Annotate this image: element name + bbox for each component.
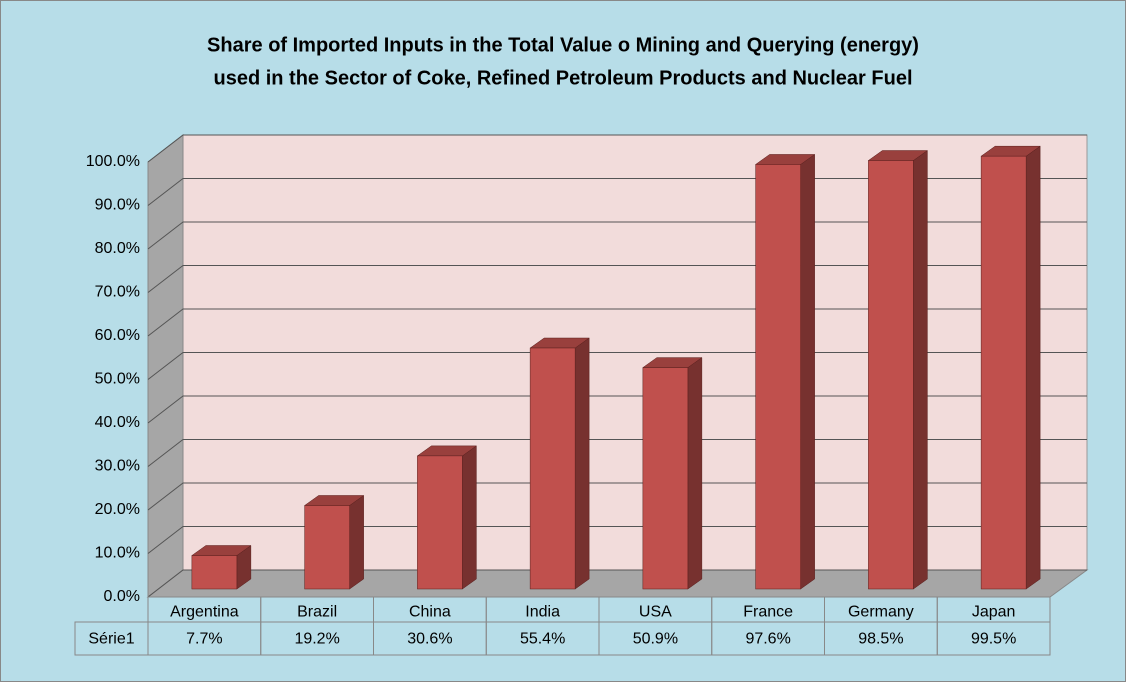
y-tick-label: 60.0%	[95, 327, 140, 344]
y-tick-label: 70.0%	[95, 284, 140, 301]
y-tick-label: 80.0%	[95, 240, 140, 257]
x-tick-label: Germany	[848, 604, 914, 621]
y-tick-label: 90.0%	[95, 197, 140, 214]
x-tick-label: China	[409, 604, 451, 621]
y-tick-label: 10.0%	[95, 545, 140, 562]
bar-side	[349, 494, 364, 590]
y-tick-label: 20.0%	[95, 501, 140, 518]
bar-side	[462, 445, 477, 590]
bar	[642, 367, 689, 590]
y-tick-label: 100.0%	[86, 153, 140, 170]
table-value: 55.4%	[520, 631, 565, 648]
table-cell	[936, 621, 1051, 656]
chart-title: used in the Sector of Coke, Refined Petr…	[213, 67, 912, 89]
y-tick-label: 50.0%	[95, 371, 140, 388]
y-tick-label: 0.0%	[104, 588, 140, 605]
bar-side	[800, 153, 815, 590]
x-tick-label: Japan	[972, 604, 1016, 621]
table-value: 97.6%	[745, 631, 790, 648]
bar	[417, 455, 463, 590]
floor	[146, 569, 1089, 598]
x-tick-label: USA	[639, 604, 672, 621]
bar-side	[574, 337, 590, 590]
x-tick-label: Brazil	[297, 604, 337, 621]
table-value: 19.2%	[294, 631, 339, 648]
bar	[868, 160, 914, 590]
bar	[191, 555, 238, 590]
x-tick-label: France	[743, 604, 793, 621]
table-value: 99.5%	[971, 631, 1016, 648]
table-value: 98.5%	[858, 631, 903, 648]
table-value: 50.9%	[633, 631, 678, 648]
bar	[529, 347, 576, 590]
bar-side	[913, 150, 928, 590]
y-tick-label: 40.0%	[95, 414, 140, 431]
table-value: 30.6%	[407, 631, 452, 648]
table-value: 7.7%	[186, 631, 222, 648]
x-tick-label: India	[525, 604, 560, 621]
y-tick-label: 30.0%	[95, 458, 140, 475]
bar	[980, 155, 1027, 590]
legend-label: Série1	[88, 631, 134, 648]
chart-title: Share of Imported Inputs in the Total Va…	[207, 34, 919, 56]
x-tick-label: Argentina	[170, 604, 239, 621]
bar-side	[687, 357, 703, 590]
grid-line	[147, 134, 1087, 163]
bar-side	[1025, 145, 1041, 590]
bar	[304, 505, 350, 590]
bar	[755, 164, 801, 590]
